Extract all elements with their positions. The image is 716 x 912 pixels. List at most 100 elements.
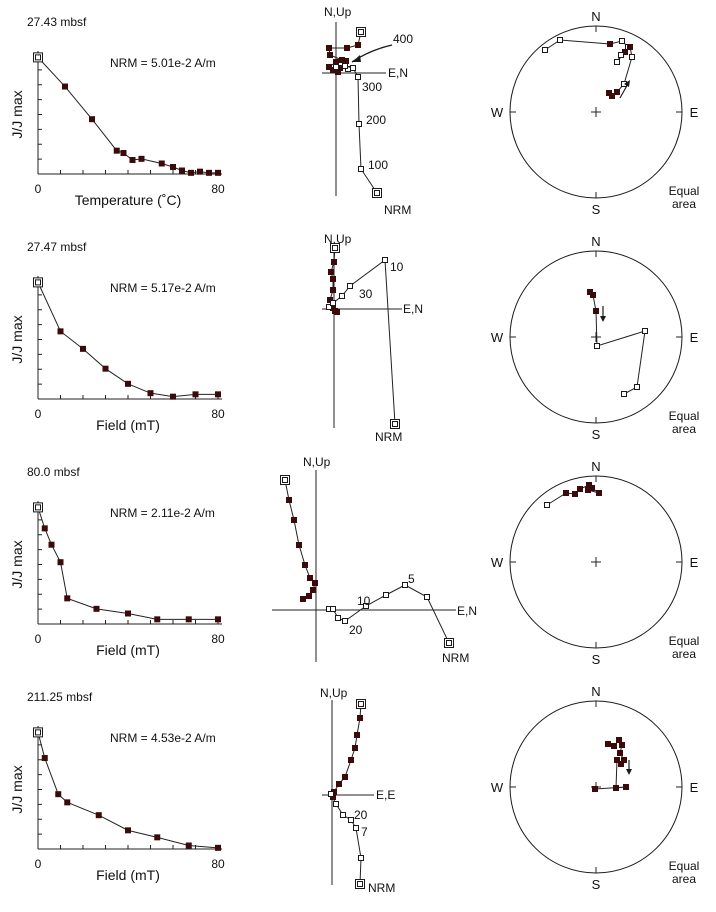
zij-step-label: 5 <box>408 572 415 586</box>
demag-point <box>102 365 109 372</box>
zij2-horizontal-point <box>307 575 313 581</box>
zij-step-label: NRM <box>368 881 395 895</box>
zij3-horizontal-point <box>357 715 363 721</box>
demag-x-tick-label: 80 <box>211 632 225 646</box>
demag-point <box>113 147 120 154</box>
demag-point <box>64 595 71 602</box>
net-label-line: Equal <box>669 184 700 198</box>
zij-step-label: 20 <box>354 808 368 822</box>
zij-step-label: 400 <box>393 32 413 46</box>
net-label-line: area <box>672 872 696 886</box>
demag-point <box>55 791 62 798</box>
zij-axis-right: E,N <box>457 604 477 618</box>
nrm-label: NRM = 4.53e-2 A/m <box>110 731 216 745</box>
net1-point <box>642 328 648 334</box>
demag-point <box>48 541 55 548</box>
zij1-vertical-nrm-point-inner <box>392 421 398 427</box>
net0-arrowhead <box>624 80 630 87</box>
zij0-vertical-nrm-point-inner <box>374 190 380 196</box>
demag-curve <box>37 57 218 174</box>
net3-point <box>623 784 629 790</box>
demag-point <box>215 844 221 851</box>
zij2-horizontal-point <box>306 593 312 599</box>
zij3-vertical-point <box>358 855 364 861</box>
stereonet-w: W <box>491 780 504 795</box>
demag-point <box>206 169 212 176</box>
zij-step-label: NRM <box>375 430 402 444</box>
demag-point <box>125 827 131 834</box>
net2-point <box>544 502 550 508</box>
net1-point <box>594 343 600 349</box>
demag-y-label: J/J max <box>9 90 25 138</box>
zij-step-label: 100 <box>368 158 388 172</box>
stereonet-w: W <box>491 555 504 570</box>
net-label: Equal area <box>669 184 700 211</box>
net2-point <box>563 490 569 496</box>
net0-point <box>619 38 625 44</box>
demag-point <box>154 616 161 623</box>
net3-point <box>605 741 611 747</box>
zij0-horizontal-point <box>333 59 339 65</box>
demag-point <box>215 616 221 623</box>
zij-axis-up: N,Up <box>324 232 352 246</box>
zij1-horizontal-point <box>330 287 336 293</box>
demag-point <box>215 169 221 176</box>
zij2-horizontal-point <box>291 517 297 523</box>
demag-point <box>192 391 199 398</box>
demag-nrm-point-inner <box>35 54 41 61</box>
net0-path <box>544 39 633 97</box>
net-label-line: Equal <box>669 409 700 423</box>
depth-label: 211.25 mbsf <box>27 690 93 704</box>
demag-point <box>129 157 136 164</box>
zij2-vertical-point <box>424 594 430 600</box>
zij-axis-up: N,Up <box>324 5 352 19</box>
demag-x-tick-label: 80 <box>211 857 225 871</box>
net0-point <box>614 59 620 65</box>
demag-curve <box>37 507 218 620</box>
zij3-horizontal-point <box>336 781 342 787</box>
zij3-vertical-point <box>353 825 359 831</box>
zij0-arrowhead <box>352 55 361 62</box>
zij2-vertical-nrm-point-inner <box>446 640 452 646</box>
zij2-vertical-point <box>363 603 369 609</box>
demag-y-label: J/J max <box>9 540 25 588</box>
net3-arrowhead <box>626 769 632 775</box>
zij-axis-right: E,N <box>403 302 423 316</box>
zij0-horizontal-point <box>343 58 349 64</box>
net-label-line: Equal <box>669 859 700 873</box>
zij3-vertical-point <box>348 817 354 823</box>
net-label-line: area <box>672 647 696 661</box>
demag-point <box>215 391 221 398</box>
demag-x-tick-label: 80 <box>211 182 225 196</box>
zij3-horizontal-point <box>354 732 360 738</box>
demag-point <box>93 605 100 612</box>
zij2-horizontal-point <box>312 580 318 586</box>
stereonet-e: E <box>690 780 699 795</box>
demag-x-label: Field (mT) <box>96 417 160 433</box>
net2-point <box>577 486 583 492</box>
zij3-horizontal-point <box>342 774 348 780</box>
zij3-vertical-point <box>333 801 339 807</box>
zij2-horizontal-point <box>300 596 306 602</box>
demag-point <box>170 164 176 171</box>
zij0-vertical-point <box>355 74 361 80</box>
demag-point <box>197 168 203 175</box>
net1-point <box>634 384 640 390</box>
zij0-vertical-point <box>356 121 362 127</box>
demag-point <box>41 525 48 532</box>
zij-step-label: 10 <box>390 260 404 274</box>
demag-point <box>57 559 64 566</box>
zij0-horizontal-point <box>327 52 333 58</box>
zij1-vertical-point <box>382 257 388 263</box>
net0-point <box>618 52 624 58</box>
demag-point <box>125 380 131 387</box>
zij-step-label: 10 <box>357 594 371 608</box>
net3-point <box>618 761 624 767</box>
net2-point <box>572 491 578 497</box>
zij0-vertical-point <box>333 64 339 70</box>
zij1-vertical-point <box>339 293 345 299</box>
demag-y-label: J/J max <box>9 315 25 363</box>
zij0-horizontal-nrm-point-inner <box>358 29 364 35</box>
demag-x-tick-label: 80 <box>211 407 225 421</box>
demag-x-tick-label: 0 <box>35 857 42 871</box>
